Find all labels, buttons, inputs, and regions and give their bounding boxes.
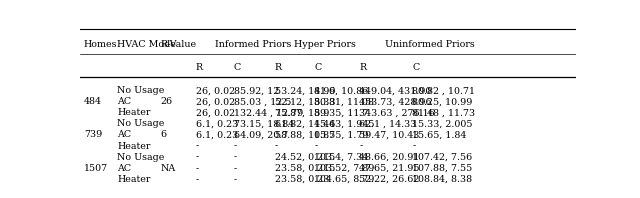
Text: 26, 0.02: 26, 0.02 [196, 108, 235, 117]
Text: Heater: Heater [117, 108, 150, 117]
Text: -: - [234, 164, 237, 173]
Text: 15.33, 2.005: 15.33, 2.005 [412, 119, 473, 129]
Text: 81.48 , 11.73: 81.48 , 11.73 [412, 108, 476, 117]
Text: 48.66, 20.91: 48.66, 20.91 [359, 153, 420, 162]
Text: 75.87, 15.9: 75.87, 15.9 [275, 108, 330, 117]
Text: No Usage: No Usage [117, 119, 164, 129]
Text: 23.58, 0.23: 23.58, 0.23 [275, 175, 330, 184]
Text: -: - [196, 164, 199, 173]
Text: C: C [412, 63, 420, 72]
Text: AC: AC [117, 97, 131, 106]
Text: -: - [412, 142, 415, 150]
Text: 103.52, 7.89: 103.52, 7.89 [314, 164, 374, 173]
Text: 343.63 , 276.16: 343.63 , 276.16 [359, 108, 435, 117]
Text: 62.1 , 14.33: 62.1 , 14.33 [359, 119, 417, 129]
Text: 104.65, 8.79: 104.65, 8.79 [314, 175, 374, 184]
Text: -: - [234, 175, 237, 184]
Text: 80.25, 10.99: 80.25, 10.99 [412, 97, 473, 106]
Text: 59.47, 10.43: 59.47, 10.43 [359, 130, 420, 139]
Text: 484: 484 [84, 97, 102, 106]
Text: R: R [359, 63, 366, 72]
Text: 73.15, 18.84: 73.15, 18.84 [234, 119, 294, 129]
Text: -: - [196, 142, 199, 150]
Text: 80.81, 11.08: 80.81, 11.08 [314, 97, 374, 106]
Text: 89.35, 11.7: 89.35, 11.7 [314, 108, 369, 117]
Text: 58.88, 10.87: 58.88, 10.87 [275, 130, 335, 139]
Text: Uninformed Priors: Uninformed Priors [385, 40, 475, 49]
Text: 52.12, 15.33: 52.12, 15.33 [275, 97, 335, 106]
Text: 107.42, 7.56: 107.42, 7.56 [412, 153, 472, 162]
Text: -: - [275, 142, 278, 150]
Text: 81.6, 10.86: 81.6, 10.86 [314, 86, 369, 95]
Text: C: C [314, 63, 321, 72]
Text: 6.1, 0.23: 6.1, 0.23 [196, 130, 238, 139]
Text: -: - [314, 142, 317, 150]
Text: 107.88, 7.55: 107.88, 7.55 [412, 164, 472, 173]
Text: 108.84, 8.38: 108.84, 8.38 [412, 175, 472, 184]
Text: Heater: Heater [117, 175, 150, 184]
Text: R: R [275, 63, 282, 72]
Text: NA: NA [161, 164, 176, 173]
Text: 26, 0.02: 26, 0.02 [196, 97, 235, 106]
Text: C: C [234, 63, 241, 72]
Text: Hyper Priors: Hyper Priors [294, 40, 356, 49]
Text: Informed Priors: Informed Priors [215, 40, 291, 49]
Text: 132.44 , 12.79: 132.44 , 12.79 [234, 108, 303, 117]
Text: -: - [359, 142, 362, 150]
Text: 85.92, 12: 85.92, 12 [234, 86, 279, 95]
Text: 26, 0.02: 26, 0.02 [196, 86, 235, 95]
Text: 52.22, 26.62: 52.22, 26.62 [359, 175, 420, 184]
Text: 1507: 1507 [84, 164, 108, 173]
Text: 80.82 , 10.71: 80.82 , 10.71 [412, 86, 476, 95]
Text: 61.82, 14.46: 61.82, 14.46 [275, 119, 335, 129]
Text: 6: 6 [161, 130, 167, 139]
Text: 24.52, 0.215: 24.52, 0.215 [275, 153, 335, 162]
Text: 15.65, 1.84: 15.65, 1.84 [412, 130, 467, 139]
Text: 449.04, 431.90: 449.04, 431.90 [359, 86, 431, 95]
Text: -: - [196, 153, 199, 162]
Text: -: - [196, 175, 199, 184]
Text: HVAC Mode: HVAC Mode [117, 40, 176, 49]
Text: 47.65, 21.95: 47.65, 21.95 [359, 164, 420, 173]
Text: AC: AC [117, 164, 131, 173]
Text: -: - [234, 142, 237, 150]
Text: 15.43, 1.945: 15.43, 1.945 [314, 119, 374, 129]
Text: 6.1, 0.23: 6.1, 0.23 [196, 119, 238, 129]
Text: 15.55, 1.79: 15.55, 1.79 [314, 130, 369, 139]
Text: No Usage: No Usage [117, 153, 164, 162]
Text: R-Value: R-Value [161, 40, 197, 49]
Text: No Usage: No Usage [117, 86, 164, 95]
Text: 103.4, 7.34: 103.4, 7.34 [314, 153, 369, 162]
Text: 53.24, 14.99: 53.24, 14.99 [275, 86, 335, 95]
Text: 739: 739 [84, 130, 102, 139]
Text: AC: AC [117, 130, 131, 139]
Text: 453.73, 428.96: 453.73, 428.96 [359, 97, 432, 106]
Text: -: - [234, 153, 237, 162]
Text: 85.03 , 12.5: 85.03 , 12.5 [234, 97, 291, 106]
Text: 64.09, 20.7: 64.09, 20.7 [234, 130, 288, 139]
Text: 23.58, 0.215: 23.58, 0.215 [275, 164, 335, 173]
Text: Heater: Heater [117, 142, 150, 150]
Text: Homes: Homes [84, 40, 118, 49]
Text: R: R [196, 63, 203, 72]
Text: 26: 26 [161, 97, 173, 106]
